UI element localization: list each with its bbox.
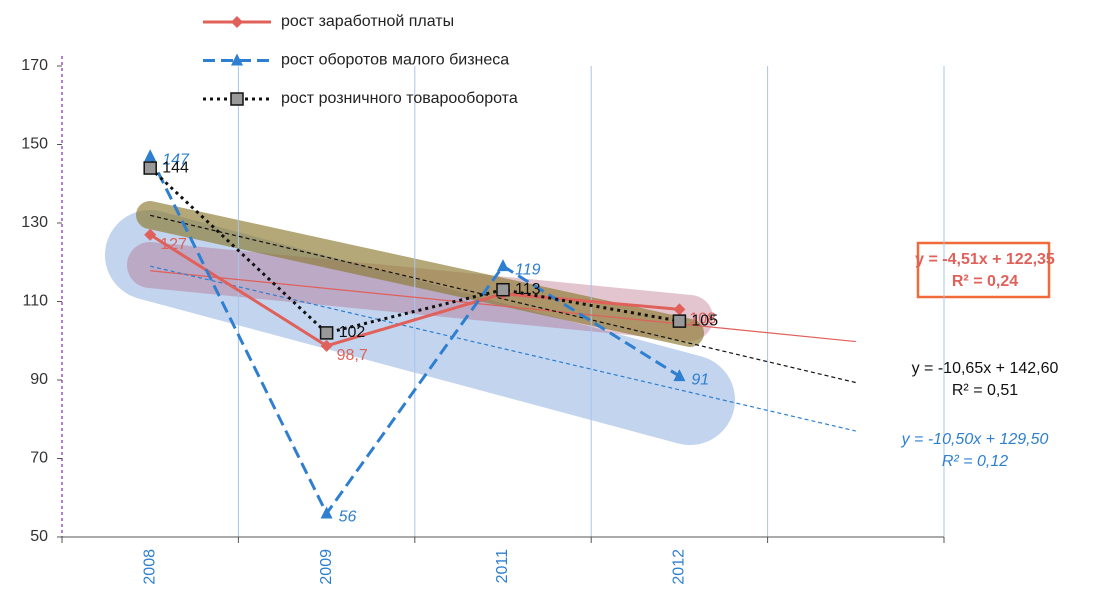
trend-r2: R² = 0,12 (942, 453, 1008, 470)
marker (320, 506, 333, 519)
y-tick-label: 70 (30, 450, 48, 467)
marker (144, 228, 157, 241)
data-label: 108 (689, 311, 716, 328)
marker (143, 161, 157, 175)
data-label: 102 (339, 324, 366, 341)
trend-r2: R² = 0,51 (952, 382, 1018, 399)
data-label: 105 (691, 312, 718, 329)
marker (231, 53, 243, 66)
series-line (149, 166, 680, 335)
y-tick-label: 110 (22, 293, 48, 310)
trendline (150, 214, 856, 384)
marker (672, 314, 687, 328)
trend-r2: R² = 0,24 (952, 273, 1018, 290)
trend-equation: y = -10,50x + 129,50 (901, 431, 1049, 448)
data-label: 98,7 (337, 347, 368, 364)
marker (496, 282, 510, 297)
marker (144, 149, 157, 162)
data-label: 147 (162, 151, 190, 168)
y-tick-label: 150 (21, 136, 48, 153)
data-label: 91 (691, 371, 709, 388)
marker (673, 303, 686, 316)
data-label: 127 (160, 236, 187, 253)
y-tick-label: 170 (21, 57, 48, 74)
series-line (148, 155, 681, 517)
data-label: 144 (162, 159, 189, 176)
data-label: 119 (515, 261, 541, 278)
marker (230, 92, 244, 106)
marker (231, 16, 243, 28)
trend-equation: y = -4,51x + 122,35 (915, 251, 1055, 268)
series-line (149, 233, 680, 348)
y-tick-label: 130 (21, 214, 48, 231)
legend-label: рост оборотов малого бизнеса (281, 52, 509, 69)
x-tick-label: 2008 (141, 549, 158, 585)
y-tick-label: 50 (30, 528, 48, 545)
equation-box (916, 241, 1051, 299)
x-tick-label: 2012 (671, 549, 688, 585)
highlight-band (136, 201, 704, 347)
marker (497, 259, 509, 272)
marker (319, 326, 334, 340)
trendline (150, 270, 856, 343)
y-tick-label: 90 (30, 371, 48, 388)
legend-label: рост заработной платы (281, 13, 454, 30)
x-tick-label: 2011 (494, 549, 511, 584)
x-tick-label: 2009 (318, 549, 335, 585)
marker (320, 339, 333, 352)
data-label: 113 (515, 281, 541, 298)
legend-label: рост розничного товарооборота (281, 90, 518, 107)
trendline (150, 265, 856, 432)
trend-equation: y = -10,65x + 142,60 (912, 360, 1059, 377)
data-label: 56 (339, 509, 357, 526)
marker (673, 369, 686, 382)
